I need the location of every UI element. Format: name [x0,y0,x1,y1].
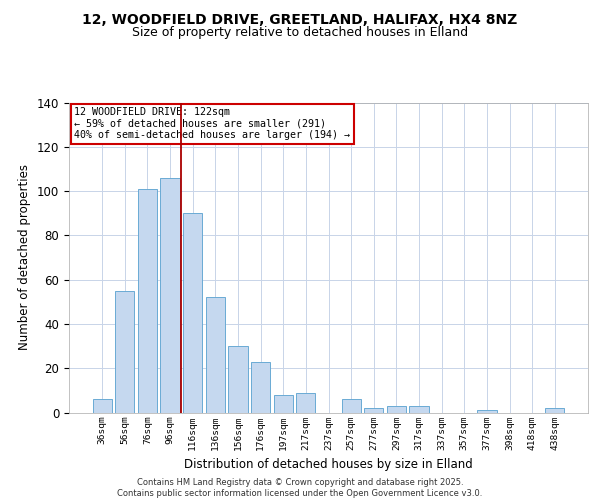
Bar [115,290,134,412]
Bar [229,346,248,412]
Bar [160,178,180,412]
Y-axis label: Number of detached properties: Number of detached properties [19,164,31,350]
X-axis label: Distribution of detached houses by size in Elland: Distribution of detached houses by size … [184,458,473,471]
Bar [183,213,202,412]
Bar [364,408,383,412]
Bar [251,362,270,412]
Bar [92,399,112,412]
Text: 12 WOODFIELD DRIVE: 122sqm
← 59% of detached houses are smaller (291)
40% of sem: 12 WOODFIELD DRIVE: 122sqm ← 59% of deta… [74,107,350,140]
Bar [545,408,565,412]
Bar [138,189,157,412]
Text: Size of property relative to detached houses in Elland: Size of property relative to detached ho… [132,26,468,39]
Bar [274,395,293,412]
Bar [387,406,406,412]
Text: Contains HM Land Registry data © Crown copyright and database right 2025.
Contai: Contains HM Land Registry data © Crown c… [118,478,482,498]
Bar [341,399,361,412]
Text: 12, WOODFIELD DRIVE, GREETLAND, HALIFAX, HX4 8NZ: 12, WOODFIELD DRIVE, GREETLAND, HALIFAX,… [82,12,518,26]
Bar [296,392,316,412]
Bar [477,410,497,412]
Bar [409,406,428,412]
Bar [206,298,225,412]
